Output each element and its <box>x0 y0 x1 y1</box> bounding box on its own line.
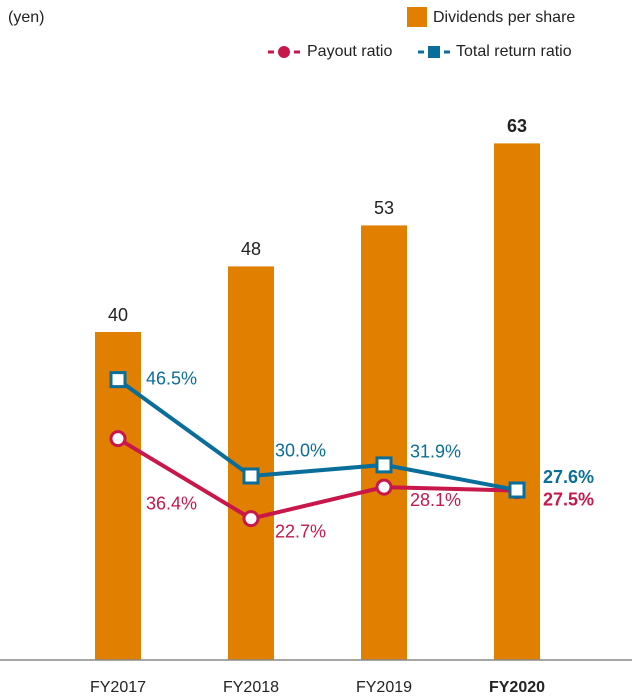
x-tick-label: FY2017 <box>90 679 146 696</box>
line-value-label: 27.5% <box>543 489 594 509</box>
x-tick-label: FY2020 <box>489 679 545 696</box>
bar <box>361 225 407 660</box>
bar-value-label: 48 <box>241 239 261 259</box>
x-tick-label: FY2018 <box>223 679 279 696</box>
legend-marker <box>278 46 290 58</box>
y-axis-unit: (yen) <box>8 9 44 26</box>
line-value-label: 36.4% <box>146 493 197 513</box>
x-tick-label: FY2019 <box>356 679 412 696</box>
line-marker <box>242 467 260 485</box>
line-value-label: 27.6% <box>543 467 594 487</box>
bar <box>494 143 540 660</box>
line-marker <box>375 456 393 474</box>
line-marker <box>375 478 393 496</box>
legend-marker <box>428 46 440 58</box>
line-value-label: 22.7% <box>275 521 326 541</box>
legend-label: Payout ratio <box>307 43 392 60</box>
legend-label: Dividends per share <box>433 9 575 26</box>
line-value-label: 31.9% <box>410 442 461 462</box>
line-value-label: 30.0% <box>275 441 326 461</box>
line <box>116 436 518 521</box>
line-marker <box>109 430 127 448</box>
legend-label: Total return ratio <box>456 43 572 60</box>
line-marker <box>242 510 260 528</box>
legend-swatch <box>407 7 427 27</box>
line <box>116 377 518 492</box>
bar-value-label: 53 <box>374 198 394 218</box>
line-marker <box>109 371 127 389</box>
bar-value-label: 63 <box>507 116 527 136</box>
line-marker <box>508 481 526 499</box>
line-value-label: 28.1% <box>410 490 461 510</box>
bar-value-label: 40 <box>108 305 128 325</box>
line-value-label: 46.5% <box>146 368 197 388</box>
